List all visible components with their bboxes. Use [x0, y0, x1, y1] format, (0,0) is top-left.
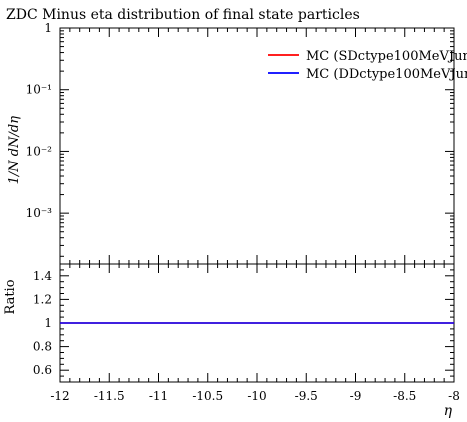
x-tick-label: -8: [448, 389, 460, 403]
x-tick-label: -11.5: [94, 389, 125, 403]
legend-entry-2: MC (DDctype100MeVJune: [306, 67, 467, 82]
main-panel: 1/N dN/dη 1 10⁻¹ 10⁻² 10⁻³ MC (SDctype100Me…: [7, 21, 467, 265]
x-tick-label: -9: [350, 389, 362, 403]
main-y-tick-label: 10⁻¹: [26, 83, 52, 97]
x-tick-label: -8.5: [393, 389, 416, 403]
main-x-ticks: [59, 28, 455, 264]
ratio-y-axis-label: Ratio: [3, 279, 18, 314]
ratio-y-tick-label: 0.6: [33, 363, 52, 377]
ratio-x-ticks: -12 -11.5 -11 -10.5 -10 -9.5 -9 -8.5 -8: [50, 264, 460, 403]
ratio-y-tick-label: 1.2: [33, 292, 52, 306]
main-y-tick-label: 10⁻³: [26, 206, 53, 220]
ratio-y-tick-label: 1: [44, 316, 52, 330]
ratio-y-ticks: 0.6 0.8 1 1.2 1.4: [33, 263, 454, 383]
main-y-axis-label: 1/N dN/dη: [7, 116, 22, 185]
x-tick-label: -11: [149, 389, 168, 403]
legend-entry-1: MC (SDctype100MeVJune: [306, 49, 467, 64]
x-axis-label: η: [444, 403, 453, 419]
x-tick-label: -9.5: [295, 389, 318, 403]
legend: MC (SDctype100MeVJune MC (DDctype100MeVJu…: [268, 49, 467, 82]
x-tick-label: -10.5: [192, 389, 223, 403]
x-tick-label: -10: [247, 389, 266, 403]
main-y-tick-label: 10⁻²: [26, 144, 53, 158]
ratio-panel: Ratio 0.60.811.21.4 -12 -11.5 -11 -10.5 -10-…: [3, 263, 460, 419]
chart-title: ZDC Minus eta distribution of final stat…: [6, 7, 360, 23]
main-y-tick-label: 1: [44, 21, 52, 35]
ratio-y-tick-label: 0.8: [33, 340, 52, 354]
ratio-y-tick-label: 1.4: [33, 269, 52, 283]
x-tick-label: -12: [50, 389, 69, 403]
main-y-ticks: 1 10⁻¹ 10⁻² 10⁻³: [26, 21, 454, 257]
